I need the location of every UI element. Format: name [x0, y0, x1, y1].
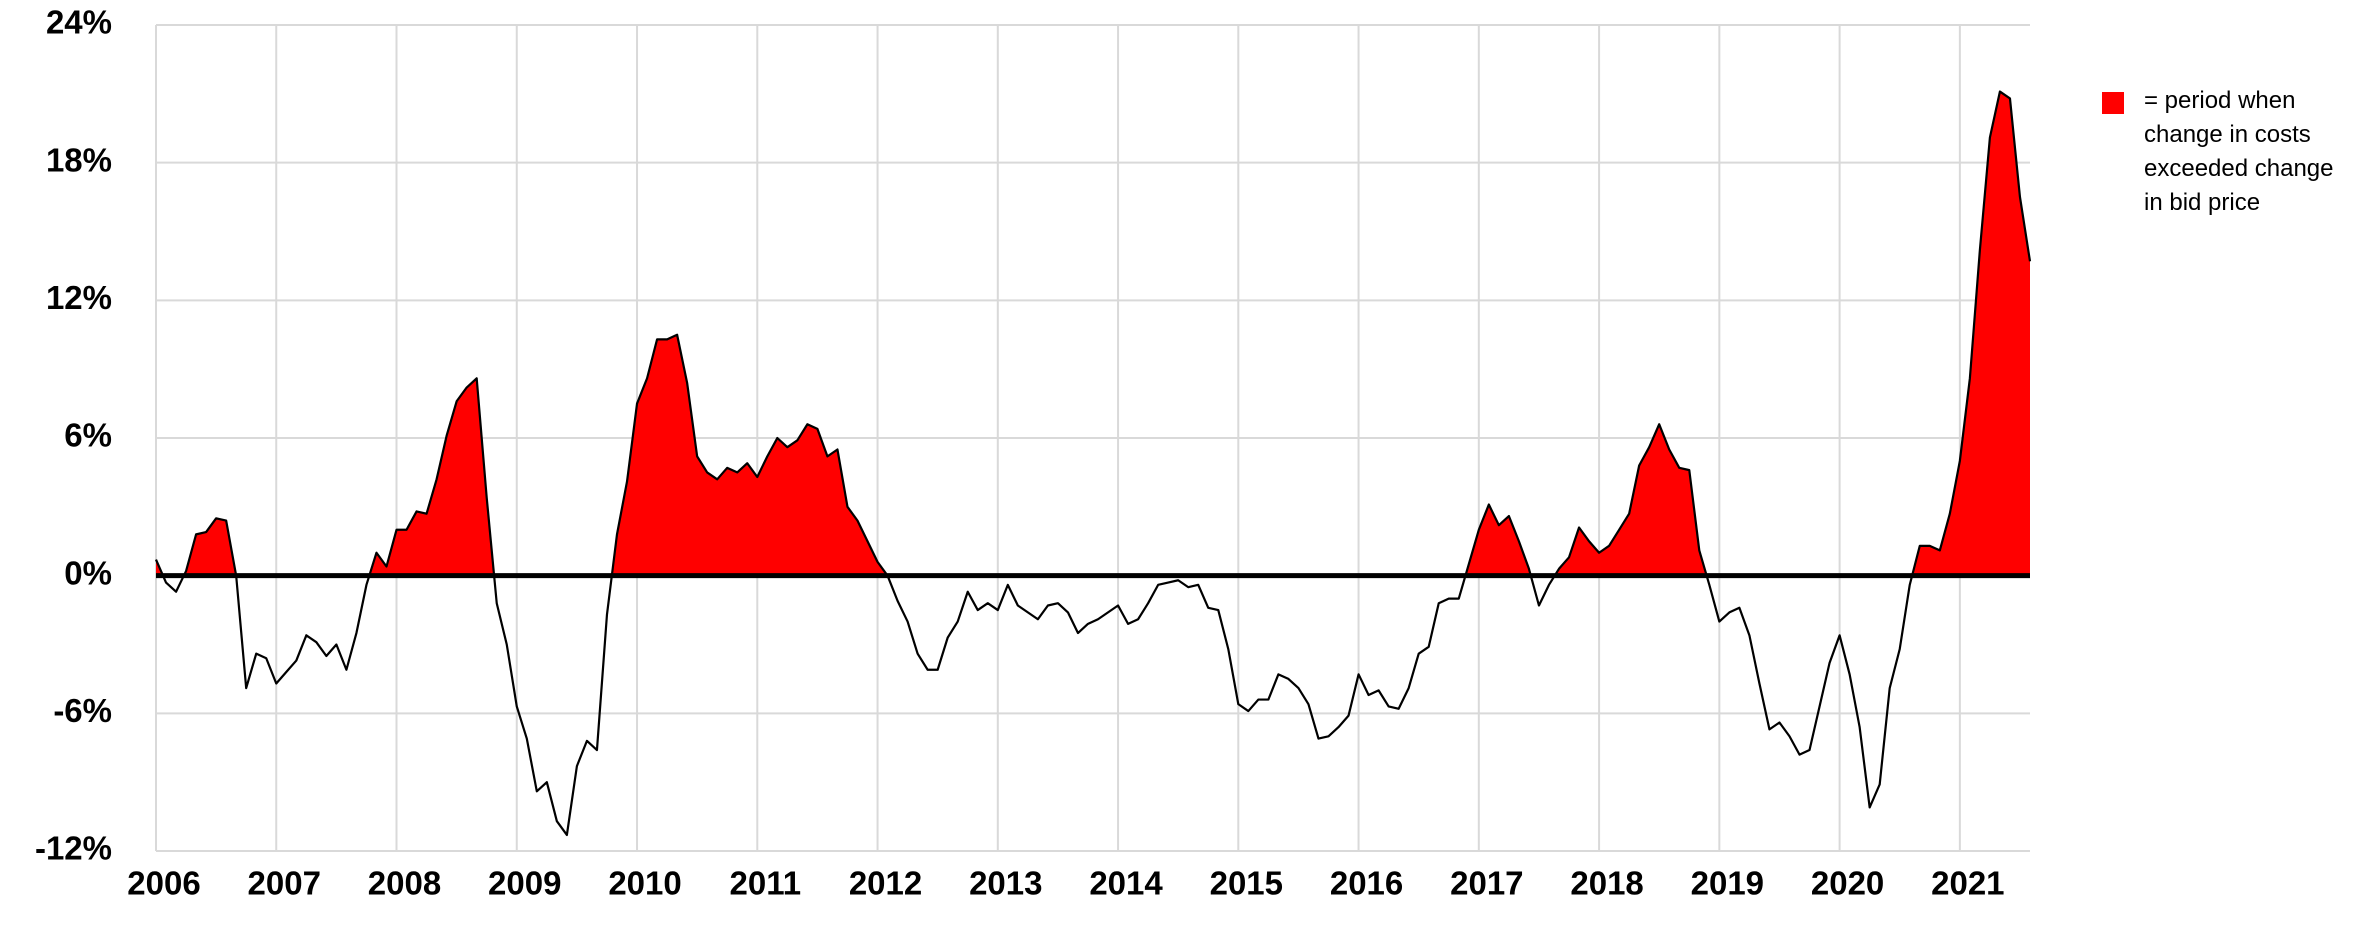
- x-tick-label: 2019: [1691, 865, 1764, 902]
- y-tick-label: 24%: [46, 4, 112, 41]
- x-tick-label: 2012: [849, 865, 922, 902]
- x-tick-label: 2010: [608, 865, 681, 902]
- y-tick-label: -6%: [53, 692, 112, 729]
- x-tick-label: 2016: [1330, 865, 1403, 902]
- legend-swatch: [2102, 92, 2124, 114]
- legend-text: = period when change in costs exceeded c…: [2144, 87, 2334, 216]
- x-tick-label: 2009: [488, 865, 561, 902]
- x-tick-label: 2020: [1811, 865, 1884, 902]
- y-tick-label: 18%: [46, 141, 112, 178]
- x-tick-label: 2014: [1089, 865, 1163, 902]
- y-tick-label: 0%: [64, 554, 112, 591]
- x-tick-label: 2017: [1450, 865, 1523, 902]
- x-tick-label: 2007: [248, 865, 321, 902]
- y-tick-label: -12%: [35, 830, 112, 867]
- x-tick-label: 2006: [127, 865, 200, 902]
- positive-area: [156, 91, 2030, 576]
- x-tick-label: 2008: [368, 865, 441, 902]
- y-tick-label: 6%: [64, 417, 112, 454]
- x-tick-label: 2015: [1210, 865, 1283, 902]
- x-tick-label: 2013: [969, 865, 1042, 902]
- x-tick-label: 2018: [1570, 865, 1643, 902]
- x-tick-label: 2021: [1931, 865, 2004, 902]
- series-line: [154, 90, 2032, 837]
- x-tick-label: 2011: [729, 865, 801, 902]
- y-tick-label: 12%: [46, 279, 112, 316]
